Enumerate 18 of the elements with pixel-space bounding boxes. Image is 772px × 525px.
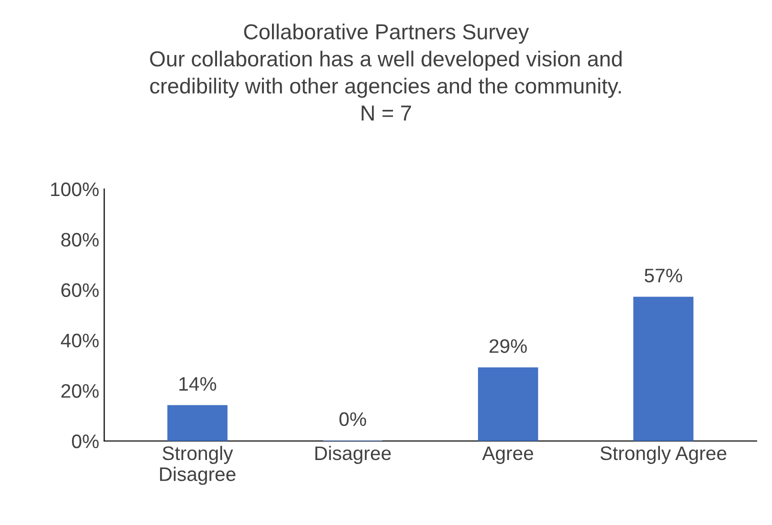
y-tick-label: 0% [72, 434, 99, 448]
y-tick-label: 20% [61, 384, 99, 398]
y-tick-label: 60% [61, 283, 99, 298]
x-tick-label: Agree [482, 446, 534, 464]
chart-title: Collaborative Partners Survey Our collaboration has a well developed vision and credibility with other agencies and the community. N = 7 [150, 24, 622, 120]
data-label: 14% [179, 377, 216, 391]
data-label: 29% [490, 339, 527, 353]
x-tick-label: Strongly Disagree [160, 446, 236, 485]
y-tick-label: 100% [51, 182, 99, 196]
data-label: 57% [644, 268, 682, 282]
y-tick-label: 40% [60, 334, 99, 348]
bar [167, 405, 228, 441]
bar [478, 367, 538, 441]
x-tick-label: Strongly Agree [600, 446, 726, 464]
x-tick-label: Disagree [315, 446, 391, 464]
data-label: 0% [339, 412, 366, 426]
y-tick-label: 80% [61, 232, 99, 247]
bar [633, 296, 694, 441]
